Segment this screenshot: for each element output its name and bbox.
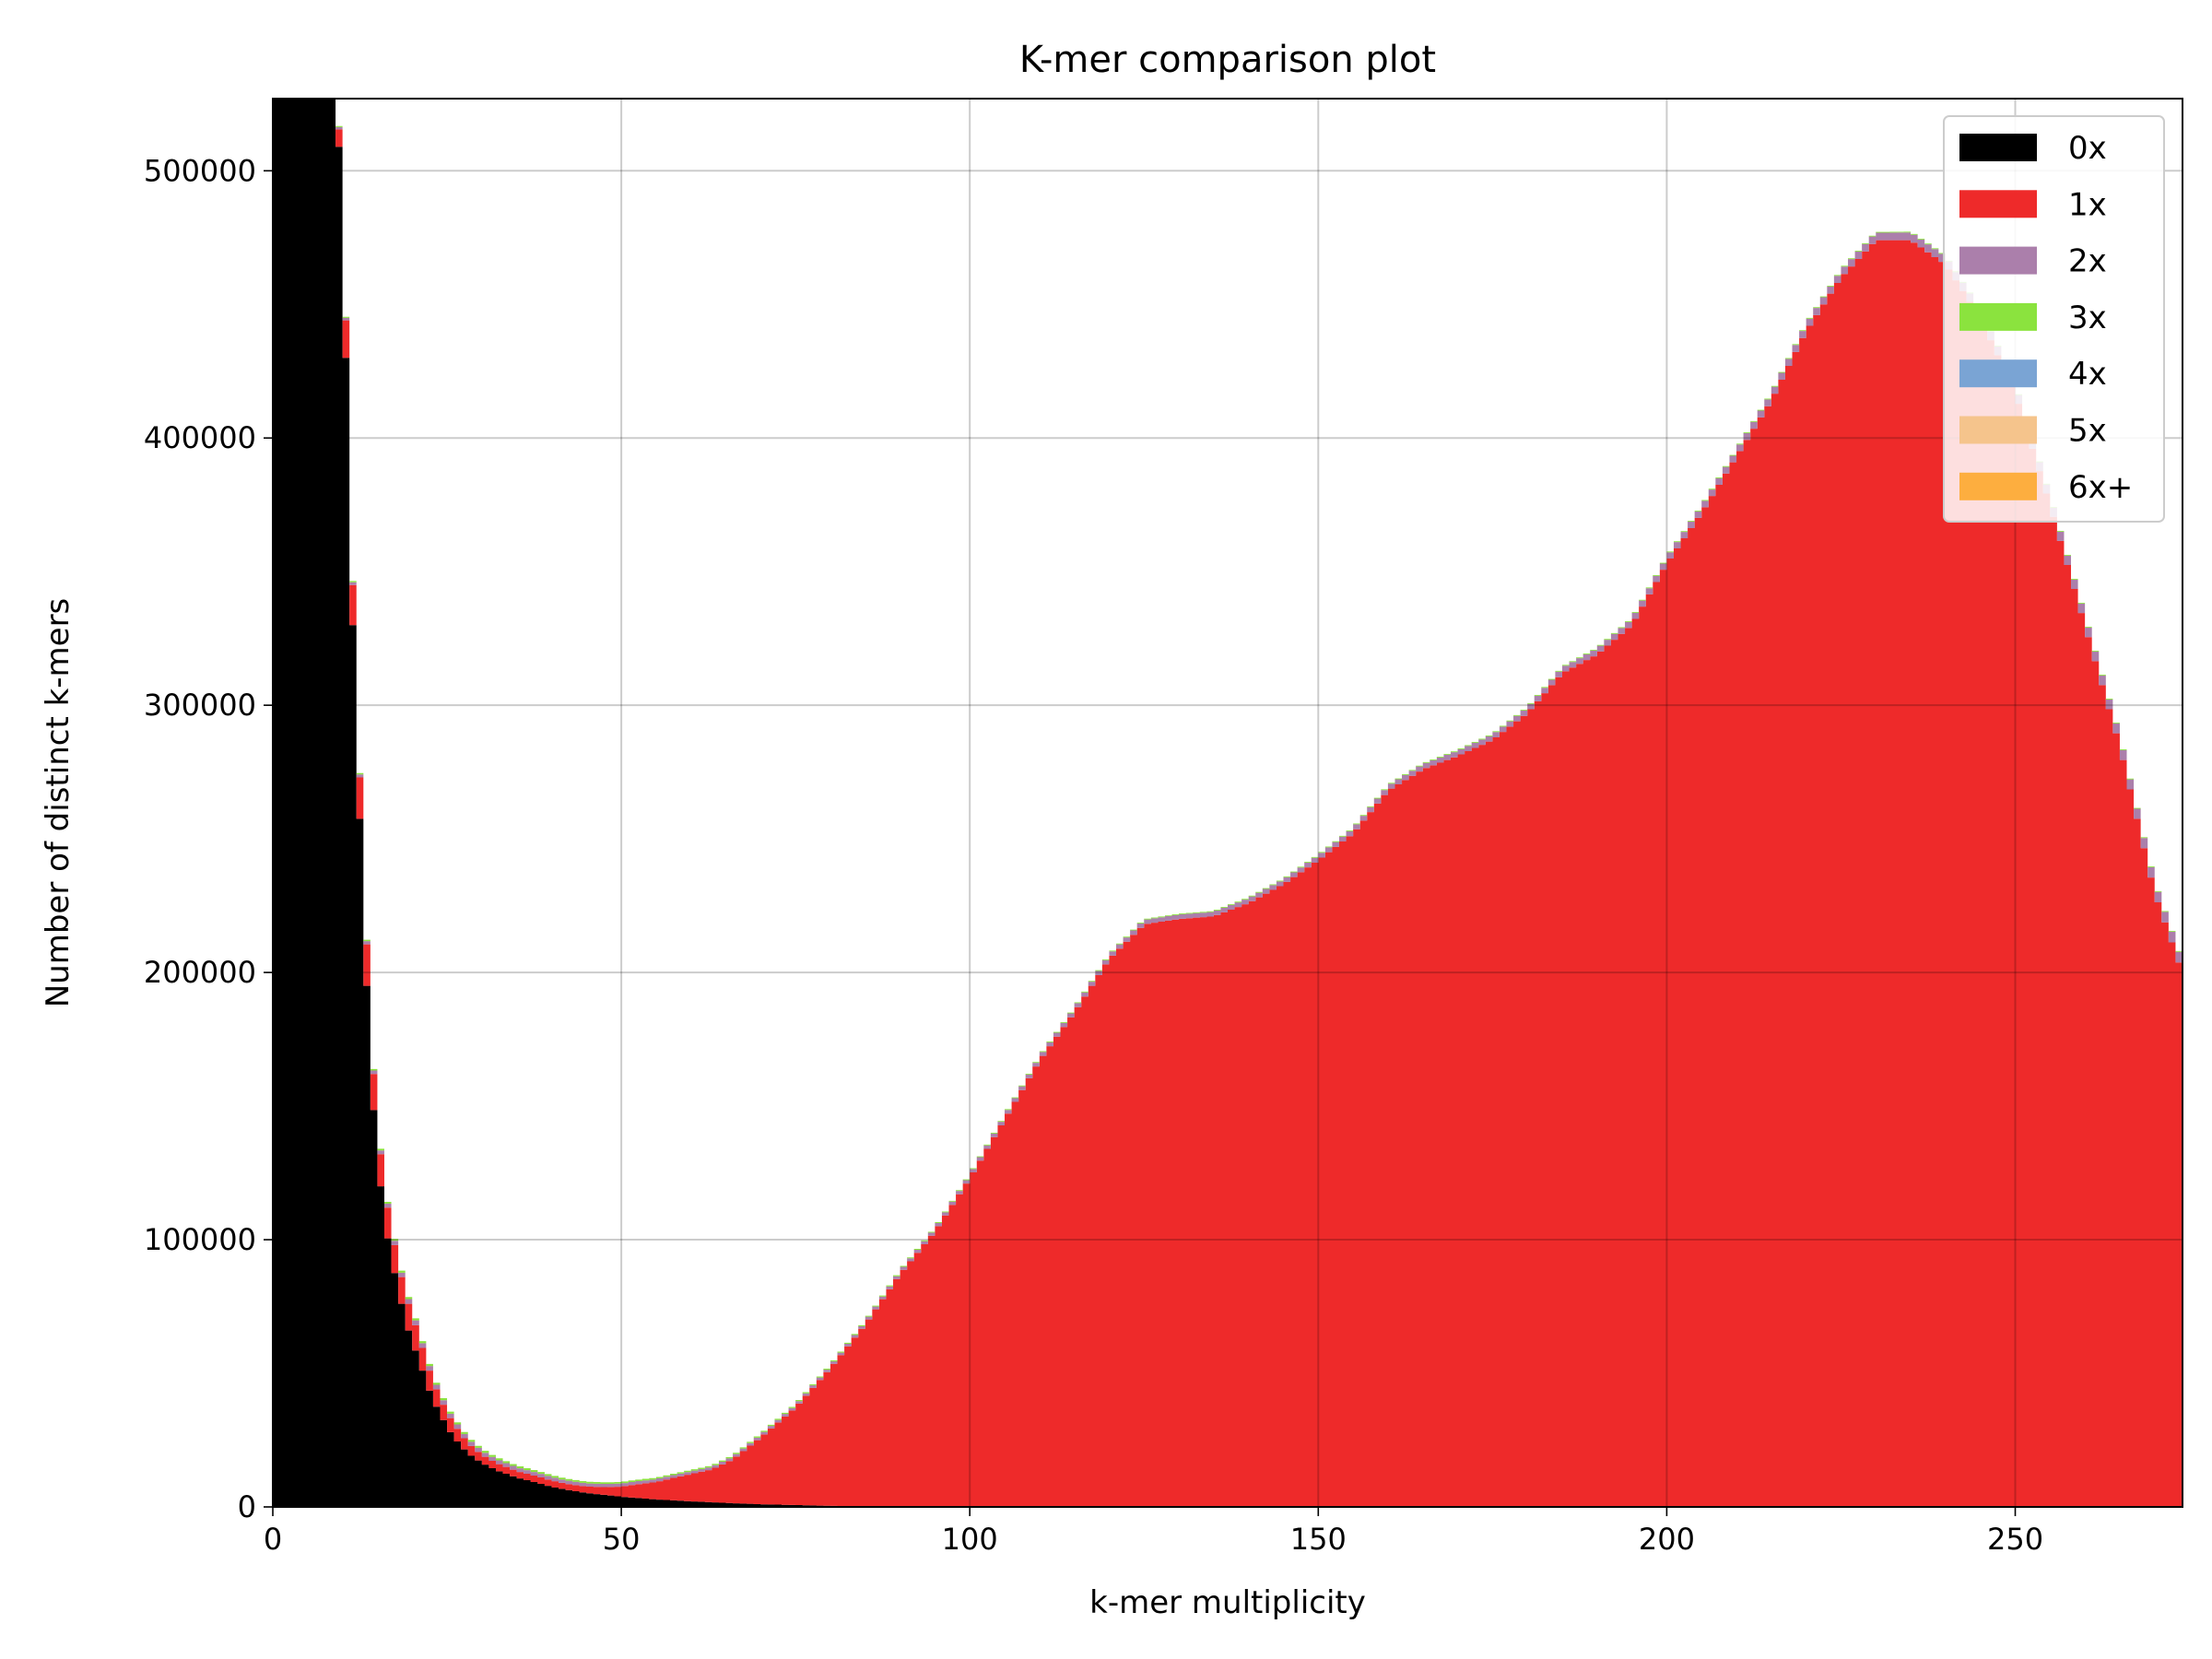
x-tick-label: 250 <box>1987 1522 2043 1557</box>
legend-label-4x: 4x <box>2068 356 2107 393</box>
x-axis-label: k-mer multiplicity <box>1089 1584 1366 1621</box>
histogram-series <box>273 99 2183 1507</box>
x-tick-label: 200 <box>1639 1522 1695 1557</box>
gridlines <box>273 99 2183 1507</box>
x-tick-label: 150 <box>1290 1522 1347 1557</box>
y-axis-label: Number of distinct k-mers <box>40 598 76 1008</box>
x-tick-label: 50 <box>603 1522 641 1557</box>
legend-label-5x: 5x <box>2068 413 2107 450</box>
chart-title: K-mer comparison plot <box>1019 39 1436 81</box>
x-tick-label: 100 <box>942 1522 998 1557</box>
y-tick-label: 0 <box>238 1489 256 1524</box>
legend-swatch-4x <box>1959 359 2037 388</box>
legend-items: 0x 1x 2x 3x 4x 5x 6x+ <box>1959 130 2133 506</box>
legend-label-0x: 0x <box>2068 130 2107 167</box>
x-axis-ticks: 0 50 100 150 200 250 <box>264 1507 2043 1557</box>
legend-swatch-3x <box>1959 302 2037 331</box>
legend-swatch-5x <box>1959 416 2037 444</box>
y-tick-label: 400000 <box>144 420 256 455</box>
legend-label-2x: 2x <box>2068 243 2107 280</box>
series-1x-area <box>273 99 2183 1507</box>
legend-label-1x: 1x <box>2068 186 2107 223</box>
y-tick-label: 300000 <box>144 688 256 723</box>
legend-swatch-0x <box>1959 134 2037 161</box>
legend-label-3x: 3x <box>2068 300 2107 336</box>
plot-frame <box>272 98 2183 1508</box>
y-tick-label: 500000 <box>144 153 256 188</box>
x-tick-label: 0 <box>264 1522 282 1557</box>
y-axis-ticks: 0 100000 200000 300000 400000 500000 <box>144 153 273 1524</box>
y-tick-label: 100000 <box>144 1222 256 1257</box>
legend-swatch-1x <box>1959 190 2037 218</box>
legend: 0x 1x 2x 3x 4x 5x 6x+ <box>1943 115 2165 523</box>
legend-label-6xplus: 6x+ <box>2068 469 2133 506</box>
legend-swatch-6xplus <box>1959 472 2037 500</box>
legend-swatch-2x <box>1959 246 2037 275</box>
y-tick-label: 200000 <box>144 955 256 990</box>
